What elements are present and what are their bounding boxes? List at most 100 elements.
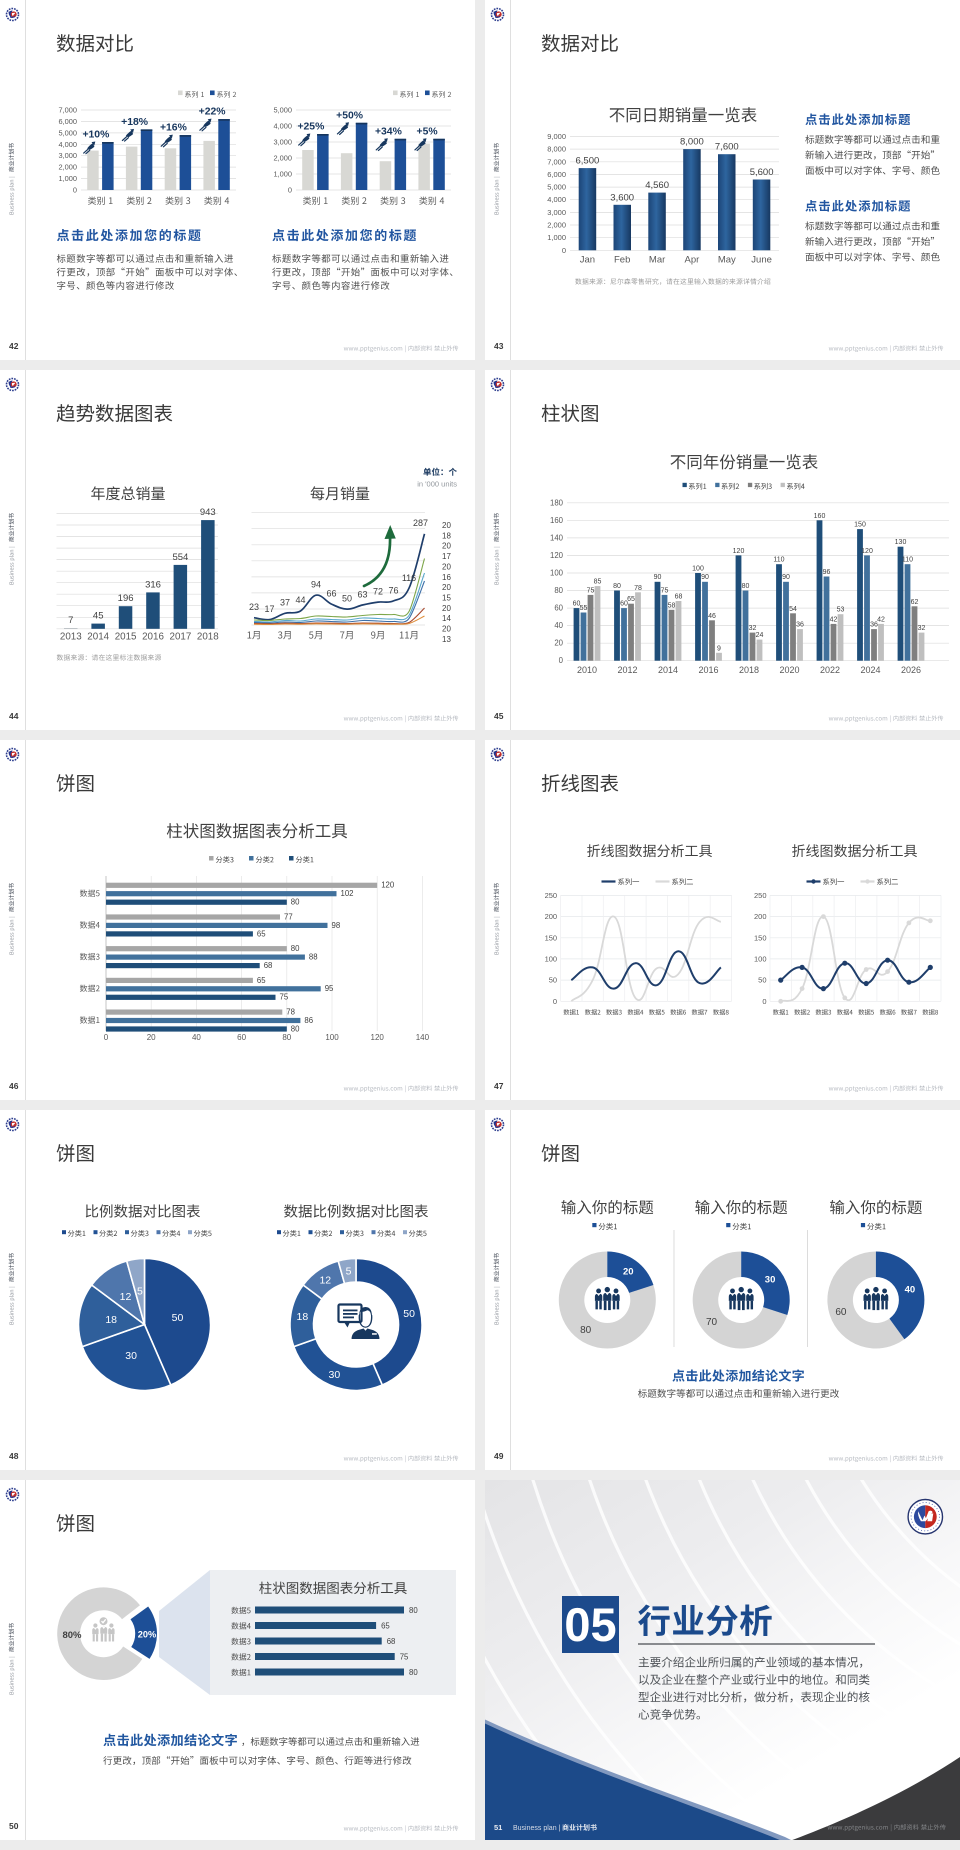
svg-text:68: 68 (675, 594, 683, 601)
svg-text:40: 40 (554, 621, 563, 630)
svg-text:44: 44 (295, 595, 305, 605)
svg-text:120: 120 (733, 548, 745, 555)
svg-text:Business plan |: Business plan | (513, 1825, 561, 1832)
svg-text:0: 0 (553, 997, 557, 1006)
svg-text:20: 20 (442, 542, 451, 551)
svg-text:2014: 2014 (658, 665, 678, 675)
svg-text:150: 150 (754, 933, 767, 942)
svg-text:287: 287 (413, 518, 428, 528)
svg-text:20: 20 (442, 583, 451, 592)
svg-text:20: 20 (147, 1033, 156, 1042)
svg-text:943: 943 (200, 507, 216, 518)
svg-text:77: 77 (284, 912, 293, 921)
svg-text:94: 94 (311, 580, 321, 590)
svg-text:49: 49 (494, 1451, 504, 1461)
svg-text:316: 316 (145, 579, 161, 590)
svg-text:50: 50 (172, 1312, 184, 1324)
svg-text:80: 80 (613, 583, 621, 590)
svg-text:102: 102 (341, 889, 354, 898)
svg-text:100: 100 (550, 569, 564, 578)
svg-text:20: 20 (554, 639, 563, 648)
svg-text:16: 16 (442, 573, 451, 582)
svg-text:7: 7 (68, 615, 73, 626)
svg-text:75: 75 (661, 587, 669, 594)
svg-text:55: 55 (580, 605, 588, 612)
svg-text:43: 43 (494, 341, 504, 351)
svg-text:+16%: +16% (160, 123, 187, 134)
svg-text:80: 80 (409, 1606, 418, 1615)
svg-text:80: 80 (291, 1024, 300, 1033)
svg-text:+5%: +5% (417, 126, 438, 137)
svg-text:20: 20 (442, 604, 451, 613)
svg-text:2012: 2012 (617, 665, 637, 675)
svg-text:4,000: 4,000 (59, 140, 78, 149)
svg-text:3,000: 3,000 (547, 208, 566, 217)
svg-text:3,000: 3,000 (274, 138, 293, 147)
svg-text:62: 62 (911, 599, 919, 606)
svg-text:50: 50 (403, 1308, 415, 1320)
svg-text:+50%: +50% (336, 110, 363, 121)
svg-text:2,000: 2,000 (547, 221, 566, 230)
svg-text:9,000: 9,000 (547, 132, 566, 141)
svg-text:80: 80 (742, 583, 750, 590)
svg-text:100: 100 (325, 1033, 339, 1042)
svg-text:1,000: 1,000 (547, 233, 566, 242)
svg-text:78: 78 (634, 585, 642, 592)
svg-text:88: 88 (309, 953, 318, 962)
svg-text:96: 96 (823, 569, 831, 576)
svg-text:2016: 2016 (142, 632, 164, 643)
svg-text:5,000: 5,000 (547, 183, 566, 192)
svg-text:80%: 80% (62, 1630, 82, 1641)
svg-text:60: 60 (620, 601, 628, 608)
svg-text:12: 12 (120, 1291, 132, 1303)
svg-text:58: 58 (668, 602, 676, 609)
svg-text:5: 5 (346, 1265, 352, 1277)
svg-text:2022: 2022 (820, 665, 840, 675)
svg-text:200: 200 (545, 912, 558, 921)
svg-text:5,000: 5,000 (274, 106, 293, 115)
svg-text:140: 140 (416, 1033, 430, 1042)
svg-text:6,500: 6,500 (576, 156, 600, 167)
svg-text:250: 250 (545, 891, 558, 900)
svg-text:50: 50 (758, 976, 766, 985)
svg-text:100: 100 (545, 954, 558, 963)
svg-text:June: June (751, 255, 772, 266)
svg-text:86: 86 (304, 1016, 313, 1025)
svg-text:65: 65 (627, 596, 635, 603)
svg-text:7,600: 7,600 (715, 142, 739, 153)
svg-text:150: 150 (545, 933, 558, 942)
svg-text:5,000: 5,000 (59, 128, 78, 137)
svg-text:2017: 2017 (170, 632, 192, 643)
svg-text:2018: 2018 (739, 665, 759, 675)
svg-text:95: 95 (325, 984, 334, 993)
svg-text:+25%: +25% (297, 122, 324, 133)
svg-text:196: 196 (118, 593, 134, 604)
svg-text:80: 80 (282, 1033, 291, 1042)
svg-text:24: 24 (756, 632, 764, 639)
svg-text:44: 44 (9, 711, 19, 721)
svg-text:116: 116 (402, 573, 416, 583)
svg-text:6,000: 6,000 (547, 170, 566, 179)
svg-text:42: 42 (877, 616, 885, 623)
svg-text:13: 13 (442, 635, 451, 644)
svg-text:160: 160 (550, 516, 564, 525)
svg-text:140: 140 (550, 533, 564, 542)
svg-text:65: 65 (257, 929, 266, 938)
svg-text:37: 37 (280, 597, 290, 607)
svg-text:20%: 20% (138, 1630, 156, 1640)
svg-text:120: 120 (550, 551, 564, 560)
svg-text:50: 50 (342, 594, 352, 604)
svg-text:80: 80 (291, 944, 300, 953)
svg-text:Apr: Apr (685, 255, 700, 266)
svg-text:63: 63 (357, 590, 367, 600)
svg-text:18: 18 (297, 1311, 309, 1323)
svg-text:1,000: 1,000 (274, 170, 293, 179)
svg-text:130: 130 (895, 539, 907, 546)
svg-text:32: 32 (918, 625, 926, 632)
svg-text:120: 120 (861, 548, 873, 555)
svg-text:40: 40 (192, 1033, 201, 1042)
svg-text:2018: 2018 (197, 632, 219, 643)
svg-text:45: 45 (93, 611, 104, 622)
svg-text:+22%: +22% (199, 107, 226, 118)
svg-text:14: 14 (442, 614, 451, 623)
